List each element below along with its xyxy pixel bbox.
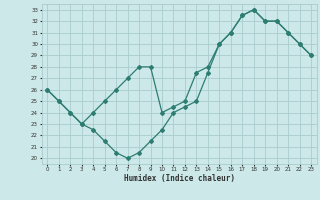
- X-axis label: Humidex (Indice chaleur): Humidex (Indice chaleur): [124, 174, 235, 183]
